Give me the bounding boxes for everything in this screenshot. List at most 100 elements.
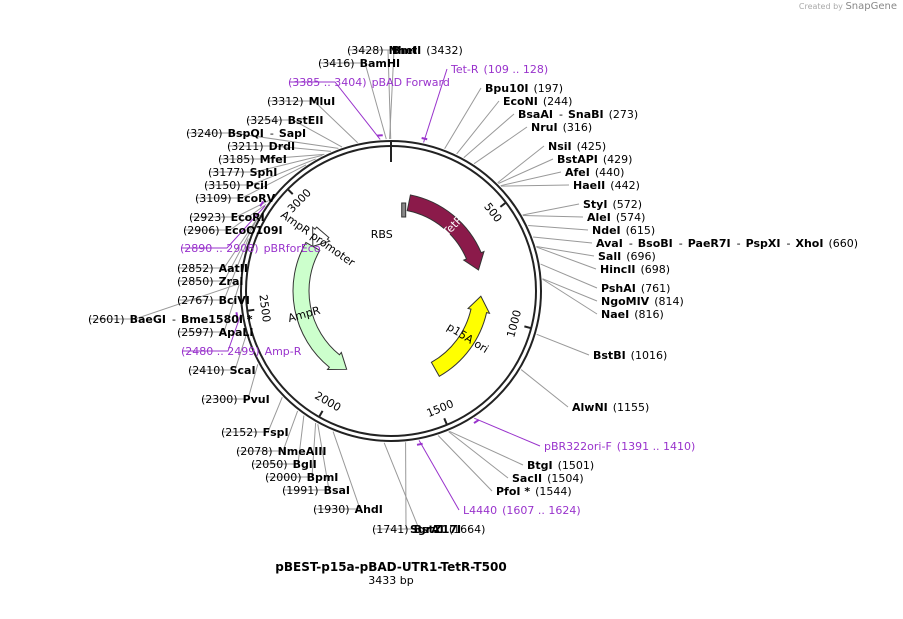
feature-arrow: [406, 194, 485, 271]
label-num: (2850): [177, 275, 214, 288]
label-num: (3385 .. 3404): [288, 76, 367, 89]
label-name2: SnaBI: [568, 108, 604, 121]
label-l4440: L4440 (1607 .. 1624): [463, 504, 581, 517]
label-num: (3185): [218, 153, 255, 166]
label-econi: EcoNI (244): [503, 95, 572, 108]
label-eco0109i: (2906) EcoO109I: [183, 224, 283, 237]
label-num: (2000): [265, 471, 302, 484]
primer-mark: [473, 419, 480, 424]
label-pbadf: (3385 .. 3404) pBAD Forward: [288, 76, 450, 89]
tick-mark: [318, 410, 324, 418]
label-pbrfor: (2890 .. 2908) pBRforEco: [180, 242, 321, 255]
label-ampr: (2480 .. 2499) Amp-R: [181, 345, 302, 358]
label-bpu10i: Bpu10I (197): [485, 82, 563, 95]
label-num: (1504): [547, 472, 584, 485]
label-name: pBR322ori-F: [544, 440, 612, 453]
label-sgrai: SgrAI (1664): [410, 523, 485, 536]
leader-line: [536, 333, 590, 356]
label-alwni: AlwNI (1155): [572, 401, 649, 414]
label-num: (425): [577, 140, 607, 153]
label-zrai: (2850) ZraI: [177, 275, 244, 288]
leader-line: [185, 203, 267, 231]
label-num: (244): [543, 95, 573, 108]
label-name: BpmI: [307, 471, 339, 484]
label-num: (2890 .. 2908): [180, 242, 259, 255]
label-alei: AleI (574): [587, 211, 645, 224]
label-sali: SalI (696): [598, 250, 656, 263]
leader-line: [456, 100, 500, 155]
tick-label: 1500: [425, 397, 456, 420]
label-bpmi: (2000) BpmI: [265, 471, 338, 484]
label-num: (1741): [372, 523, 409, 536]
leader-line: [203, 364, 259, 400]
label-name: BstZ17I: [414, 523, 462, 536]
label-num: (816): [634, 308, 664, 321]
label-num: (3312): [267, 95, 304, 108]
label-bstapi: BstAPI (429): [557, 153, 632, 166]
label-btgi: BtgI (1501): [527, 459, 594, 472]
label-sep: -: [270, 127, 274, 140]
leader-line: [444, 87, 482, 150]
leader-line: [179, 217, 259, 282]
label-pbr322: pBR322ori-F (1391 .. 1410): [544, 440, 695, 453]
site-labels: (3428) NheI (3416) BamHI (3385 .. 3404) pBAD …: [88, 44, 858, 536]
feature-arrow: [312, 226, 331, 248]
leader-line: [542, 278, 598, 315]
plasmid-size: 3433 bp: [368, 574, 413, 587]
label-haeii: HaeII (442): [573, 179, 640, 192]
label-pvui: (2300) PvuI: [201, 393, 270, 406]
label-name: NruI: [531, 121, 558, 134]
label-name: BspQI: [228, 127, 264, 140]
label-num: (2767): [177, 294, 214, 307]
leader-line: [497, 145, 545, 184]
label-name: NgoMIV: [601, 295, 650, 308]
leader-line: [206, 158, 316, 186]
label-name: AatII: [219, 262, 248, 275]
label-num: (698): [641, 263, 671, 276]
leader-line: [522, 203, 580, 216]
label-num: (615): [626, 224, 656, 237]
leader-line: [540, 263, 598, 289]
leader-line: [449, 430, 524, 466]
label-num: (3254): [246, 114, 283, 127]
label-name: SphI: [250, 166, 278, 179]
label-nhei: (3428) NheI: [347, 44, 417, 57]
label-name: MluI: [309, 95, 336, 108]
label-name: SgrAI: [410, 523, 444, 536]
tick-label: 2000: [312, 389, 343, 414]
label-name: BaeGI: [130, 313, 166, 326]
label-name: BglI: [293, 458, 317, 471]
label-pshai: PshAI (761): [601, 282, 670, 295]
label-tetr: Tet-R (109 .. 128): [450, 63, 548, 76]
label-name: AfeI: [565, 166, 590, 179]
label-num: (3211): [227, 140, 264, 153]
leader-line: [437, 435, 493, 492]
primer-mark: [259, 200, 265, 207]
label-name3: PaeR7I: [688, 237, 731, 250]
label-num: (2923): [189, 211, 226, 224]
label-sep: -: [786, 237, 790, 250]
tick-mark: [287, 188, 294, 195]
leader-line: [473, 126, 528, 165]
tick-mark: [499, 201, 507, 208]
leader-line: [179, 238, 249, 301]
rbs-label: RBS: [371, 228, 393, 241]
backbone-inner-ring: [245, 145, 537, 437]
leader-line: [197, 164, 307, 199]
label-name: DrdI: [269, 140, 296, 153]
label-num: (3109): [195, 192, 232, 205]
leader-line: [238, 410, 299, 452]
label-sphi: (3177) SphI: [208, 166, 277, 179]
label-bsaai: BsaAI - SnaBI (273): [518, 108, 638, 121]
label-num: (3150): [204, 179, 241, 192]
leader-line: [223, 397, 283, 433]
label-name: BstBI: [593, 349, 626, 362]
backbone-outer-ring: [240, 140, 542, 442]
label-name: EcoO109I: [225, 224, 283, 237]
label-bsai: (1991) BsaI: [282, 484, 350, 497]
feature-arrow: [292, 241, 348, 371]
label-mfei: (3185) MfeI: [218, 153, 287, 166]
label-name4: PspXI: [746, 237, 781, 250]
leader-line: [522, 214, 584, 218]
leader-line: [182, 205, 266, 249]
